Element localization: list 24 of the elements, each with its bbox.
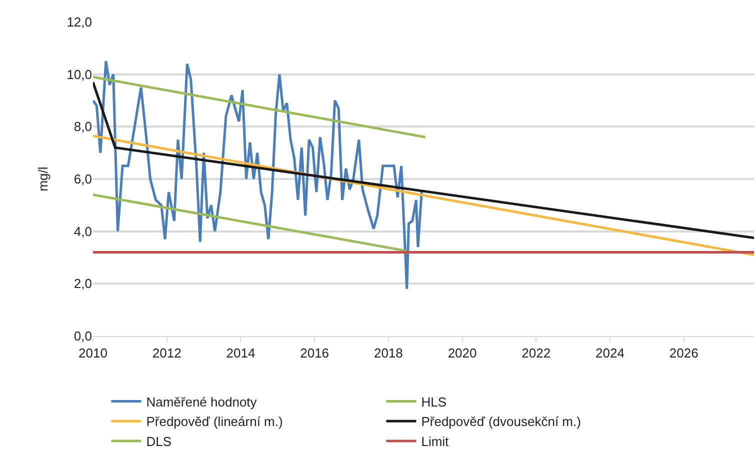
x-tick-label: 2014 bbox=[226, 346, 256, 361]
x-tick-label: 2024 bbox=[596, 346, 624, 361]
y-axis-title: mg/l bbox=[36, 166, 51, 192]
y-tick-label: 8,0 bbox=[74, 119, 92, 134]
x-tick-label: 2016 bbox=[300, 346, 330, 361]
x-tick-label: 2010 bbox=[78, 346, 108, 361]
y-tick-label: 6,0 bbox=[74, 172, 92, 187]
y-tick-label: 4,0 bbox=[74, 224, 92, 239]
y-tick-label: 10,0 bbox=[66, 66, 92, 82]
x-tick-label: 2026 bbox=[669, 346, 698, 361]
line-series bbox=[93, 60, 423, 290]
legend-label: Předpověď (dvousekční m.) bbox=[421, 414, 581, 430]
y-tick-label: 0,0 bbox=[74, 328, 92, 344]
legend-label: Naměřené hodnoty bbox=[146, 394, 258, 410]
x-tick-label: 2018 bbox=[374, 346, 403, 361]
y-tick-label: 12,0 bbox=[66, 14, 92, 30]
x-tick-label: 2012 bbox=[152, 346, 182, 361]
x-tick-label: 2022 bbox=[522, 346, 551, 361]
x-tick-label: 2020 bbox=[448, 346, 477, 361]
legend-label: Limit bbox=[421, 434, 450, 450]
legend-label: Předpověď (lineární m.) bbox=[146, 414, 283, 430]
legend-label: DLS bbox=[146, 434, 172, 450]
y-tick-label: 2,0 bbox=[74, 276, 92, 292]
legend-label: HLS bbox=[421, 394, 447, 410]
